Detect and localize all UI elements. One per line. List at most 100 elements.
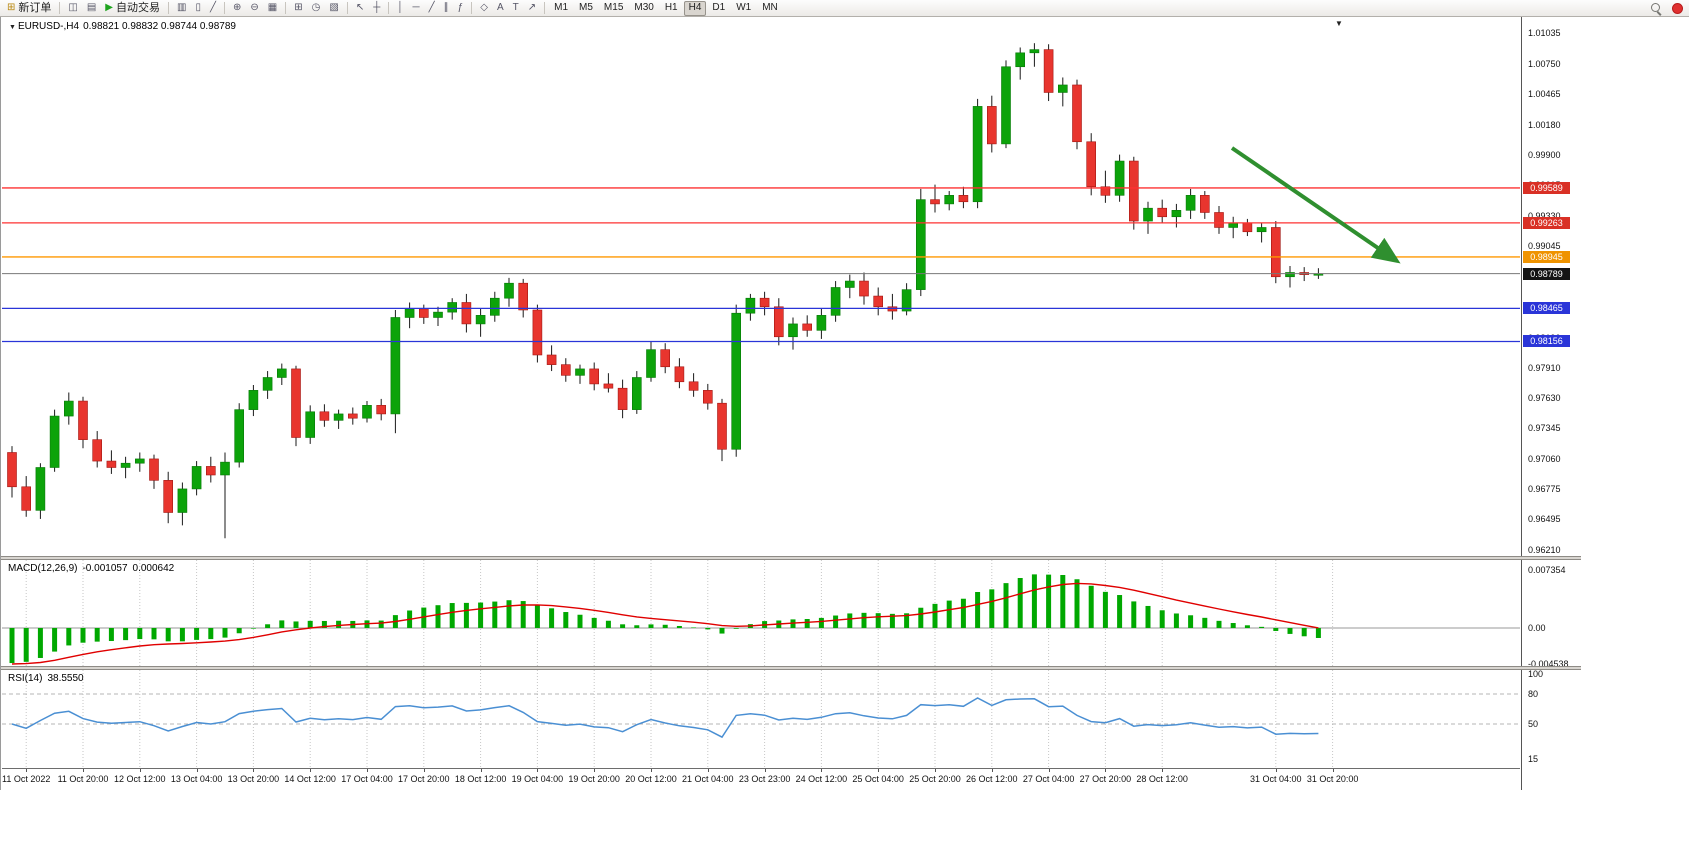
candle-bullish [248,390,259,410]
candle-bullish [1015,52,1026,68]
tile-windows-icon: ▦ [267,2,278,13]
candle-bearish [1242,222,1253,233]
text-icon[interactable]: A [493,1,508,16]
fibonacci-icon[interactable]: ƒ [454,1,468,16]
candle-bullish [504,282,514,299]
candle-bullish [631,377,642,410]
time-axis-label: 26 Oct 12:00 [966,774,1018,784]
candle-bearish [1271,227,1281,278]
line-chart-icon[interactable]: ╱ [206,1,220,16]
fibonacci-icon: ƒ [457,2,464,13]
price-axis-label: 0.97345 [1528,423,1561,434]
time-axis-tick [651,769,652,772]
price-axis-label: 0.99045 [1528,241,1561,252]
chevron-down-icon[interactable]: ▼ [9,24,16,31]
text-icon: A [496,2,504,13]
candle-bullish [1171,210,1182,218]
rsi-axis-label: 80 [1528,689,1539,699]
horizontal-line-icon[interactable]: ─ [409,1,424,16]
candle-bullish [1256,227,1267,233]
toolbar-separator [471,2,473,14]
timeframe-button-m1[interactable]: M1 [549,1,573,16]
channel-icon: ∥ [443,2,449,13]
indicators-icon[interactable]: ⊞ [290,1,306,16]
timeframe-button-d1[interactable]: D1 [707,1,730,16]
macd-label: MACD(12,26,9) -0.001057 0.000642 [8,563,174,574]
time-axis-tick [253,769,255,772]
rsi-line [11,697,1319,739]
bar-chart-icon[interactable]: ▥ [173,1,190,16]
time-axis-label: 27 Oct 04:00 [1022,774,1075,784]
time-axis-label: 13 Oct 20:00 [227,774,280,784]
candle-bullish [1001,66,1011,145]
time-axis-tick [1275,769,1277,772]
macd-canvas[interactable] [2,560,1520,666]
rsi-value: 38.5550 [47,673,84,684]
notification-badge[interactable] [1672,3,1683,14]
timeframe-button-h4[interactable]: H4 [683,0,707,16]
timeframe-button-mn[interactable]: MN [757,1,783,16]
toolbar-separator [59,2,61,14]
timeframe-button-w1[interactable]: W1 [731,1,756,16]
arrow-tool-icon[interactable]: ↗ [524,1,540,16]
cursor-icon[interactable]: ↖ [352,1,368,16]
autotrading-icon: ▶ [105,2,113,13]
tile-windows-icon[interactable]: ▦ [264,1,281,16]
price-axis-label: 0.96495 [1528,514,1561,525]
candle-bullish [944,195,955,205]
new-order-icon: ⊞ [7,2,16,13]
zoom-out-icon[interactable]: ⊖ [246,1,262,16]
rsi-label: RSI(14) 38.5550 [8,673,84,684]
period-icon[interactable]: ◷ [308,1,325,16]
candle-bearish [7,452,17,488]
candlestick-chart-icon[interactable]: ▯ [191,1,205,16]
timeframe-button-h1[interactable]: H1 [660,1,683,16]
candle-bullish [120,462,131,468]
channel-icon[interactable]: ∥ [440,1,453,16]
rsi-canvas[interactable] [2,670,1520,768]
new-order-button[interactable]: ⊞ 新订单 [3,1,55,16]
templates-icon[interactable]: ▧ [325,1,342,16]
chart-window-icon[interactable]: ◫ [64,1,81,16]
price-axis[interactable]: 1.010351.007501.004651.001800.999000.996… [1521,17,1596,790]
horizontal-line-icon: ─ [412,2,420,13]
label-icon[interactable]: T [509,1,523,16]
time-axis[interactable]: 11 Oct 2022 11 Oct 20:00 12 Oct 12:00 13 Oc… [2,768,1520,790]
zoom-in-icon[interactable]: ⊕ [229,1,245,16]
price-tag-support: 0.98465 [1523,302,1570,315]
toolbar-separator [224,2,225,14]
candle-bullish [915,199,926,290]
price-chart-canvas[interactable] [2,17,1520,556]
candle-bearish [149,458,159,481]
time-axis-tick [480,769,482,772]
trend-arrow[interactable] [1230,146,1401,264]
trendline-icon[interactable]: ╱ [425,1,439,16]
chart-shift-marker[interactable]: ▼ [1335,19,1343,28]
candle-bullish [177,488,188,513]
search-icon[interactable] [1651,2,1663,15]
period-icon: ◷ [311,2,321,13]
toolbar-separator [544,2,546,14]
panel-splitter[interactable] [1,666,1581,670]
candle-bullish [731,312,742,450]
time-axis-tick [1162,769,1164,772]
panel-splitter[interactable] [1,556,1581,560]
candle-bearish [163,480,173,513]
autotrading-button[interactable]: ▶ 自动交易 [101,1,164,16]
candle-bullish [135,458,145,464]
timeframe-button-m5[interactable]: M5 [574,1,598,16]
crosshair-icon[interactable]: ┼ [369,1,384,16]
candle-bullish [816,315,827,331]
timeframe-button-m15[interactable]: M15 [599,1,628,16]
price-axis-label: 0.97910 [1528,362,1561,373]
candle-bearish [674,366,685,383]
time-axis-label: 24 Oct 12:00 [795,774,848,784]
candle-bullish [972,106,983,203]
timeframe-button-m30[interactable]: M30 [629,1,658,16]
shapes-icon[interactable]: ◇ [476,1,492,16]
price-tag-current-price: 0.98789 [1523,267,1570,280]
chart-window-icon: ◫ [68,2,78,13]
vertical-line-icon[interactable]: │ [393,1,407,16]
profile-icon[interactable]: ▤ [83,1,100,16]
candle-bearish [319,411,330,421]
